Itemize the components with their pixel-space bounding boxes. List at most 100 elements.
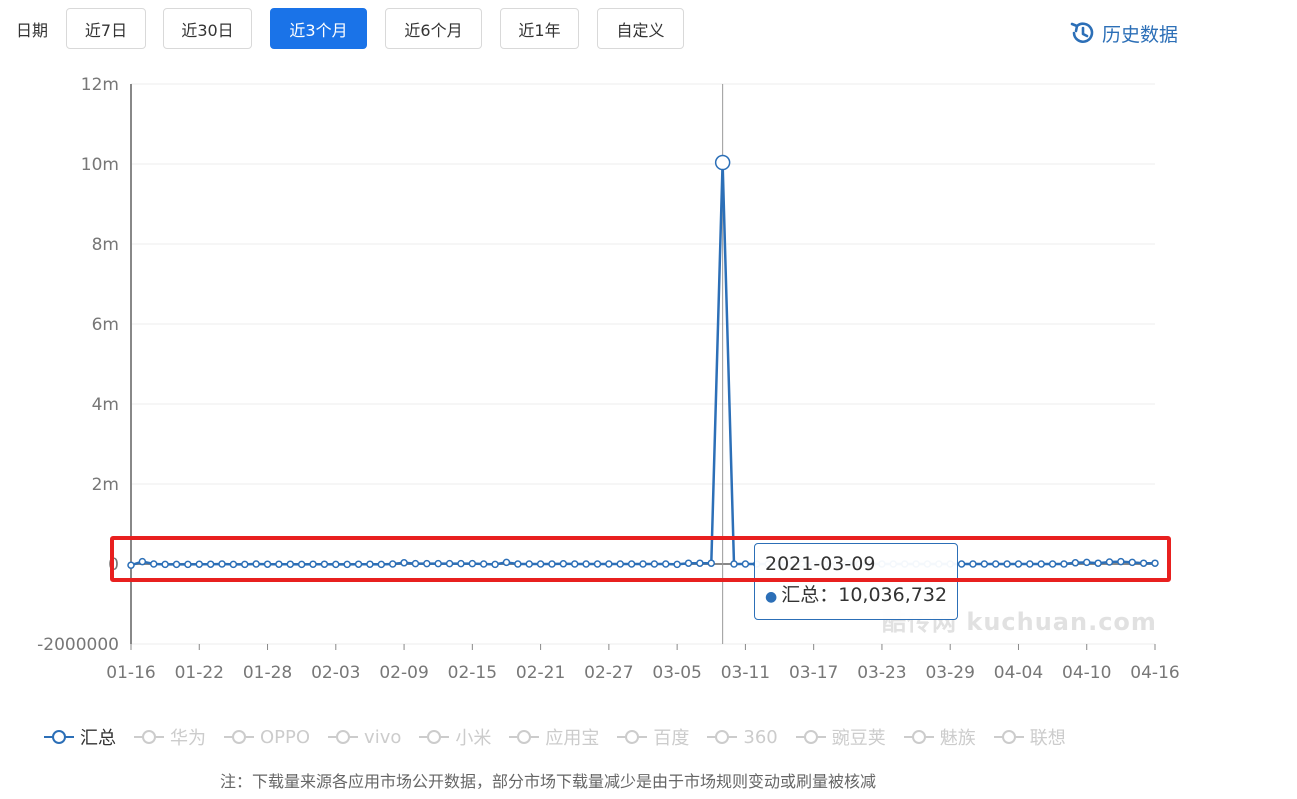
data-point [343, 560, 351, 569]
data-point [411, 559, 420, 568]
data-point [684, 559, 693, 567]
data-point [320, 560, 329, 568]
data-point [991, 560, 1000, 568]
y-tick-label: 8m [92, 235, 119, 255]
data-point [707, 559, 716, 567]
data-point [1082, 558, 1091, 567]
history-data-label: 历史数据 [1102, 23, 1179, 46]
legend-item-total[interactable]: 汇总 [44, 724, 116, 750]
legend-label: 豌豆荚 [831, 728, 886, 749]
data-point [1048, 560, 1057, 568]
y-tick-label: 10m [81, 155, 119, 175]
data-point [662, 560, 670, 568]
data-point [1128, 558, 1136, 567]
chart-tooltip: 2021-03-09 ● 汇总：10,036,732 [754, 543, 958, 620]
tooltip-value: 10,036,732 [838, 584, 948, 606]
x-tick-label: 01-22 [175, 663, 224, 683]
data-point [127, 561, 135, 569]
tooltip-colon: ： [819, 584, 839, 606]
range-1y-button[interactable]: 近1年 [500, 8, 579, 49]
legend-label: 小米 [455, 728, 492, 749]
data-point [229, 560, 238, 569]
range-7d-button[interactable]: 近7日 [66, 8, 146, 49]
data-point [172, 560, 181, 569]
legend-item-xiaomi[interactable]: 小米 [419, 724, 491, 750]
data-point [1139, 559, 1148, 567]
legend-label: 华为 [170, 728, 206, 749]
legend-line-circle-icon [903, 730, 934, 744]
legend-line-circle-icon [44, 730, 74, 744]
data-point [241, 560, 249, 569]
x-tick-label: 03-23 [857, 663, 906, 683]
data-point [479, 560, 488, 568]
data-point [388, 560, 397, 568]
x-tick-label: 03-29 [925, 663, 974, 683]
data-point [696, 559, 704, 567]
legend-item-oppo[interactable]: OPPO [224, 727, 310, 748]
data-point [457, 559, 465, 568]
x-tick-label: 04-16 [1130, 663, 1179, 683]
legend-item-wandoujia[interactable]: 豌豆荚 [795, 724, 886, 750]
x-tick-label: 02-21 [516, 663, 565, 683]
range-30d-button[interactable]: 近30日 [163, 8, 252, 49]
data-point [445, 559, 454, 568]
x-tick-label: 03-17 [789, 663, 838, 683]
x-tick-label: 03-11 [721, 663, 770, 683]
data-point [1037, 560, 1045, 568]
data-point [1003, 560, 1011, 568]
data-point [570, 560, 579, 568]
tooltip-bullet-icon: ● [765, 589, 778, 605]
data-point [206, 560, 215, 568]
legend-item-huawei[interactable]: 华为 [134, 724, 206, 750]
legend-item-lenovo[interactable]: 联想 [993, 724, 1066, 750]
x-tick-label: 02-09 [379, 663, 428, 683]
legend-label: 360 [743, 726, 778, 748]
data-point [502, 558, 511, 567]
y-tick-label: 2m [92, 475, 119, 495]
y-tick-label: 0 [108, 555, 119, 575]
data-point [969, 560, 977, 568]
chart-legend: 汇总 华为 OPPO vivo 小米 应用宝 百度 360 豌豆荚 魅族 联想 [44, 723, 1084, 751]
legend-line-circle-icon [509, 730, 540, 744]
data-point [605, 560, 613, 568]
x-tick-label: 01-16 [106, 663, 155, 683]
legend-label: 应用宝 [545, 728, 600, 749]
range-custom-button[interactable]: 自定义 [597, 8, 684, 49]
legend-item-baidu[interactable]: 百度 [617, 724, 689, 750]
data-point [627, 560, 636, 568]
legend-line-circle-icon [224, 730, 254, 744]
data-point [1026, 560, 1034, 568]
legend-label: 汇总 [80, 728, 116, 749]
data-point [1071, 559, 1080, 567]
data-point [1117, 557, 1125, 566]
data-point [161, 560, 169, 569]
y-tick-label: 4m [92, 395, 119, 415]
x-tick-label: 02-15 [448, 663, 497, 683]
data-point [252, 560, 260, 568]
tooltip-date: 2021-03-09 [765, 553, 876, 575]
data-point [957, 560, 966, 568]
y-tick-label: 12m [81, 75, 119, 95]
range-3m-button[interactable]: 近3个月 [270, 8, 367, 49]
data-point [650, 560, 659, 568]
data-point [1014, 560, 1023, 568]
x-tick-label: 01-28 [243, 663, 292, 683]
history-data-link[interactable]: 历史数据 [1068, 18, 1178, 48]
legend-item-360[interactable]: 360 [707, 726, 778, 748]
legend-item-yingyongbao[interactable]: 应用宝 [509, 724, 599, 750]
data-point [673, 560, 681, 569]
data-point [138, 557, 147, 566]
legend-item-vivo[interactable]: vivo [328, 727, 401, 748]
highlight-point [714, 154, 731, 171]
range-6m-button[interactable]: 近6个月 [385, 8, 482, 49]
legend-item-meizu[interactable]: 魅族 [903, 724, 976, 750]
series-line-total [130, 161, 1155, 567]
data-point [1060, 560, 1068, 568]
data-point [184, 560, 192, 569]
data-point [400, 559, 408, 567]
legend-line-circle-icon [993, 730, 1024, 744]
data-point [286, 560, 295, 568]
data-point [434, 559, 442, 568]
history-icon [1070, 22, 1094, 43]
data-source-note: 注：下载量来源各应用市场公开数据，部分市场下载量减少是由于市场规则变动或刷量被核… [220, 772, 877, 791]
